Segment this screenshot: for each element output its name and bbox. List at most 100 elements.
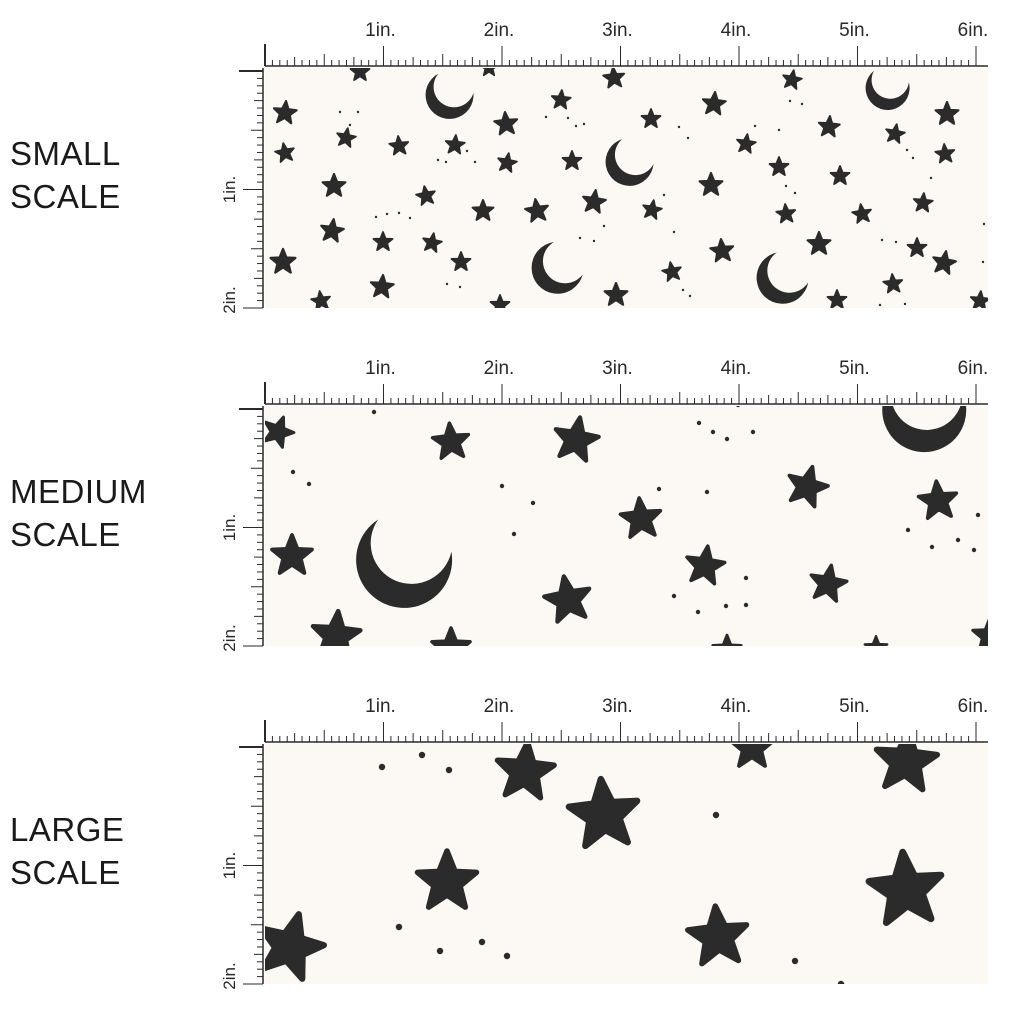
ruler-label-h: 1in. [365,358,396,379]
dot [356,110,360,114]
ruler-label-h: 4in. [721,20,752,41]
dot [736,406,740,408]
large-fabric-swatch [265,744,988,984]
dot [677,125,681,129]
dot [681,288,685,292]
dot [444,160,448,164]
ruler-label-v: 2in. [220,286,239,313]
ruler-label-h: 1in. [365,20,396,41]
ruler-label-v: 1in. [220,514,239,541]
dot [982,222,986,226]
medium-scale-label: MEDIUM SCALE [10,470,147,556]
dot [348,123,352,127]
dot [511,531,517,537]
dot [743,575,749,581]
ruler-label-v: 2in. [220,624,239,651]
dot [574,124,578,128]
dot [975,512,981,518]
dot [929,176,933,180]
dot [374,215,378,219]
dot [592,239,596,243]
dot [903,302,907,306]
dot [880,238,884,242]
dot [712,811,720,819]
dot [465,149,469,153]
dot [445,766,453,774]
dot [750,429,756,435]
crescent-moon-icon [356,519,453,608]
dot [688,294,692,298]
crescent-moon-icon [605,138,654,186]
dot [656,486,662,492]
dot [800,102,804,106]
dot [662,193,666,197]
dot [371,409,377,415]
crescent-moon-icon [865,70,910,110]
dot [696,420,702,426]
dot [445,282,449,286]
medium-fabric-swatch [265,406,988,646]
dot [753,124,757,128]
medium-scale-panel: 1in. 2in. 3in. 4in. 5in. 6in. 1in. 2in. [220,358,1007,664]
dot [971,547,977,553]
large-pattern [252,726,945,984]
dot [929,544,935,550]
dot [602,224,606,228]
ruler-label-h: 6in. [958,358,989,379]
small-scale-panel: 1in. 2in. 3in. 4in. 5in. 6in. 1in. 2in. [220,20,991,314]
dot [436,158,440,162]
large-horizontal-ruler: 1in. 2in. 3in. 4in. 5in. 6in. [264,696,988,743]
dot [793,191,797,195]
dot [723,603,729,609]
small-pattern [271,58,991,313]
ruler-label-v: 2in. [220,962,239,989]
ruler-label-h: 1in. [365,696,396,717]
ruler-label-h: 2in. [484,358,515,379]
crescent-moon-icon [425,73,474,119]
ruler-label-h: 4in. [721,358,752,379]
medium-vertical-ruler: 1in. 2in. [220,406,264,652]
ruler-label-h: 5in. [839,20,870,41]
dot [395,923,403,931]
dot [385,212,389,216]
dot [338,110,342,114]
dot [530,500,536,506]
dot [306,481,312,487]
large-vertical-ruler: 1in. 2in. [220,744,264,990]
dot [499,483,505,489]
crescent-moon-icon [882,406,967,453]
dot [905,148,909,152]
medium-pattern [259,406,1007,664]
ruler-label-h: 3in. [602,358,633,379]
ruler-label-v: 1in. [220,176,239,203]
ruler-label-h: 2in. [484,20,515,41]
ruler-label-h: 4in. [721,696,752,717]
small-scale-label-line2: SCALE [10,178,121,215]
dot [397,211,401,215]
dot [458,285,462,289]
medium-horizontal-ruler: 1in. 2in. 3in. 4in. 5in. 6in. [264,358,989,405]
dot [544,115,548,119]
dot [578,236,582,240]
dot [478,938,486,946]
dot [784,184,788,188]
large-scale-panel: 1in. 2in. 3in. 4in. 5in. 6in. 1in. 2in. [220,696,988,990]
dot [686,136,690,140]
dot [894,240,898,244]
ruler-label-h: 2in. [484,696,515,717]
large-scale-label: LARGE SCALE [10,808,124,894]
dot [378,763,386,771]
large-scale-label-line2: SCALE [10,854,121,891]
crescent-moon-icon [756,252,809,304]
ruler-label-h: 5in. [839,358,870,379]
dot [878,303,882,307]
crescent-moon-icon [531,242,583,294]
dot [695,609,701,615]
small-scale-label-line1: SMALL [10,135,121,172]
dot [905,527,911,533]
medium-scale-label-line1: MEDIUM [10,473,147,510]
dot [582,122,586,126]
dot [791,957,799,965]
dot [981,260,985,264]
